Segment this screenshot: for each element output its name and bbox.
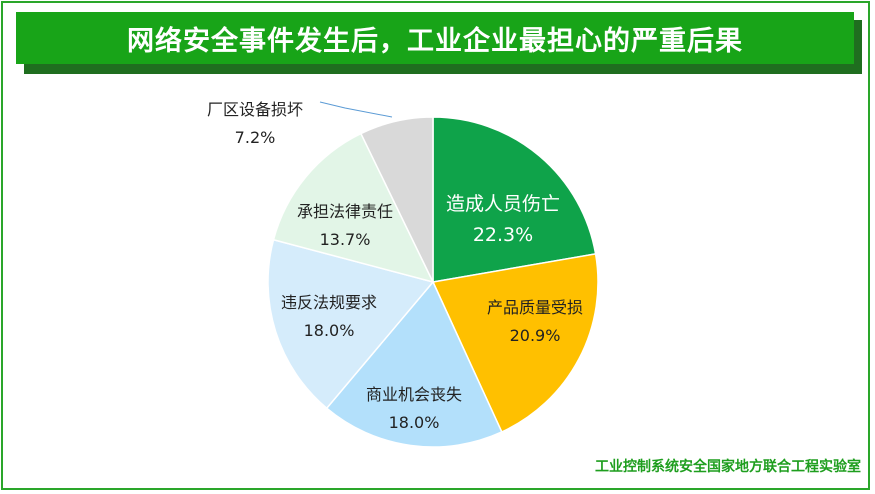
source-credit: 工业控制系统安全国家地方联合工程实验室 — [595, 459, 861, 475]
pie-slice — [272, 132, 435, 284]
slice-value-label: 22.3% — [473, 224, 533, 246]
slice-category-label: 厂区设备损坏 — [207, 100, 303, 119]
slice-category-label: 造成人员伤亡 — [446, 193, 560, 215]
slice-value-label: 13.7% — [320, 230, 371, 249]
slice-category-label: 违反法规要求 — [281, 293, 377, 312]
slice-category-label: 商业机会丧失 — [366, 385, 462, 404]
slice-value-label: 18.0% — [304, 321, 355, 340]
leader-line — [319, 101, 393, 118]
pie-slice — [267, 238, 435, 410]
slice-category-label: 产品质量受损 — [487, 298, 583, 317]
chart-title: 网络安全事件发生后，工业企业最担心的严重后果 — [127, 25, 743, 57]
pie-slice — [431, 253, 599, 433]
slice-category-label: 承担法律责任 — [297, 202, 393, 221]
title-banner: 网络安全事件发生后，工业企业最担心的严重后果 — [16, 12, 854, 64]
pie-slice — [432, 116, 597, 283]
pie-slice — [325, 280, 503, 448]
slice-value-label: 18.0% — [389, 413, 440, 432]
slice-value-label: 20.9% — [510, 326, 561, 345]
slice-value-label: 7.2% — [235, 128, 276, 147]
pie-slice — [359, 116, 434, 283]
